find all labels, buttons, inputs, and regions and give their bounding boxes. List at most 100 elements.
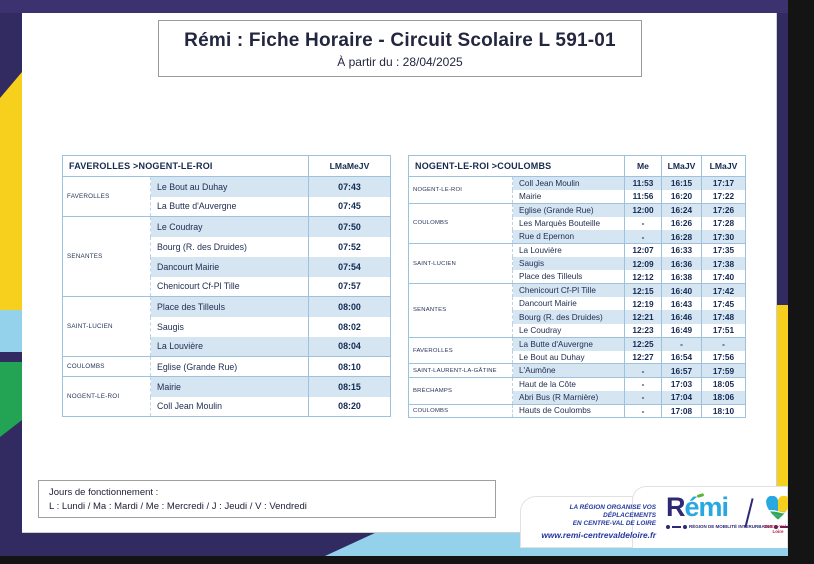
time-cell: 17:08 [661,403,702,418]
time-cell: 12:00 [624,202,662,217]
time-cell: 17:17 [701,175,746,190]
stop-name-cell: Rue d Epernon [512,230,625,244]
commune-group-cell: SENANTES [408,283,513,338]
time-cell: 12:25 [624,336,662,351]
stop-name-cell: Place des Tilleuls [519,272,583,282]
stop-name-cell: Le Coudray [150,216,309,237]
background-top-bar [0,0,788,13]
table-row: Place des Tilleuls 12:12 16:38 17:40 [409,270,746,284]
commune-group-cell: COULOMBS [408,403,513,418]
banner-text-block: LA RÉGION ORGANISE VOS DÉPLACEMENTS EN C… [524,504,656,541]
stop-name-cell: Bourg (R. des Druides) [157,241,247,252]
remi-tagline: RÉGION DE MOBILITÉ INTERURBAINE [666,524,796,529]
day-column-header: LMaJV [661,155,702,177]
table-row: Saugis 08:02 [63,316,391,337]
stop-name-cell: Coll Jean Moulin [157,401,223,412]
time-cell: 17:40 [701,270,746,284]
time-cell: 16:28 [661,230,702,244]
timetable-page: Rémi : Fiche Horaire - Circuit Scolaire … [22,13,777,533]
time-cell: 17:56 [701,350,746,364]
time-cell: 12:07 [624,242,662,257]
stop-name-cell: La Butte d'Auvergne [157,201,237,212]
stop-name-cell: Saugis [157,321,184,332]
table-row: Le Coudray 12:23 16:49 17:51 [409,323,746,338]
commune-group-cell: FAVEROLLES [408,336,513,364]
time-cell: 16:20 [661,189,702,204]
yellow-shape-right [776,305,788,490]
heart-icon [766,496,790,520]
time-cell: 16:49 [661,323,702,338]
banner-url: www.remi-centrevaldeloire.fr [541,530,656,540]
legend-box: Jours de fonctionnement : L : Lundi / Ma… [38,480,496,518]
stop-name-cell: Hauts de Coulombs [512,403,625,418]
stop-name-cell: La Butte d'Auvergne [512,336,625,351]
table-row: Chenicourt Cf-Pl Tille 07:57 [63,276,391,297]
time-cell: 17:22 [701,189,746,204]
table-row: Mairie 11:56 16:20 17:22 [409,189,746,204]
stop-name-cell: Dancourt Mairie [150,256,309,277]
background-right-strip [776,13,788,556]
time-cell: 08:04 [308,336,391,357]
stop-name-cell: Eglise (Grande Rue) [512,202,625,217]
stop-name-cell: Mairie [150,376,309,397]
route-header: FAVEROLLES >NOGENT-LE-ROI [62,155,309,177]
stop-name-cell: La Louvière [150,336,309,357]
stop-name-cell: L'Aumône [512,363,625,378]
time-cell: 17:26 [701,202,746,217]
legend-title: Jours de fonctionnement : [49,487,159,498]
time-cell: 07:52 [308,236,391,257]
table-row: Coll Jean Moulin 08:20 [63,396,391,417]
time-cell: 17:04 [661,390,702,405]
background-left-strip [0,13,22,556]
table-row: NOGENT-LE-ROI Coll Jean Moulin 11:53 16:15 1… [408,175,746,204]
stop-name-cell: Chenicourt Cf-Pl Tille [157,281,240,292]
table-row: Saugis 12:09 16:36 17:38 [409,256,746,271]
table-row: Les Marquès Bouteille -16:26 17:28 [409,216,746,231]
table-row: Dancourt Mairie 12:19 16:43 17:45 [409,297,746,311]
stop-name-cell: Le Bout au Duhay [519,352,585,362]
table-row: SAINT-LUCIEN La Louvière 12:07 16:33 17:35 [408,242,746,284]
table-row: Bourg (R. des Druides) 07:52 [63,236,391,257]
stop-name-cell: Le Bout au Duhay [150,176,309,197]
time-cell: 07:45 [308,196,391,217]
table-row: La Louvière 08:04 [63,336,391,357]
table-row: NOGENT-LE-ROI Mairie 08:15 [62,376,391,417]
dot-icon [666,524,670,529]
region-label: Centre-Val de Loire [763,524,793,534]
table-row: Rue d Epernon -16:28 17:30 [409,230,746,244]
time-cell: 16:15 [661,175,702,190]
time-cell: 17:48 [701,310,746,324]
day-column-header: LMaJV [701,155,746,177]
lightblue-shape [0,310,22,352]
commune-group-cell: BRÉCHAMPS [408,376,513,405]
time-cell: 07:50 [308,216,391,237]
banner-background-raised [632,486,788,548]
remi-letters-emi: émi [684,492,730,522]
time-cell: - [701,336,746,351]
banner-line2: EN CENTRE-VAL DE LOIRE [572,520,656,527]
time-cell: 16:24 [661,202,702,217]
time-cell: 12:21 [624,310,662,324]
black-bottom-strip [0,556,814,564]
yellow-shape [0,72,22,311]
time-cell: 17:03 [661,376,702,391]
stop-name-cell: Le Coudray [519,325,562,335]
black-right-strip [788,0,814,564]
time-cell: 16:38 [661,270,702,284]
time-cell: 07:54 [308,256,391,277]
time-cell: 12:27 [624,350,662,364]
timetable-outbound: FAVEROLLES >NOGENT-LE-ROI LMaMeJV FAVEROLL… [62,155,391,417]
table-row: FAVEROLLES Le Bout au Duhay 07:43 [62,176,391,217]
table-row: SENANTES Le Coudray 07:50 [62,216,391,297]
stop-name-cell: Mairie [519,191,542,201]
time-cell: - [624,363,662,378]
commune-group-cell: COULOMBS [62,356,151,377]
timetable: FAVEROLLES >NOGENT-LE-ROI LMaMeJV FAVEROLL… [62,155,391,417]
time-cell: 17:28 [701,216,746,231]
page-title: Rémi : Fiche Horaire - Circuit Scolaire … [184,30,616,51]
time-cell: 07:57 [308,276,391,297]
time-cell: 12:23 [624,323,662,338]
stop-name-cell: Coll Jean Moulin [512,175,625,190]
route-header: NOGENT-LE-ROI >COULOMBS [408,155,625,177]
